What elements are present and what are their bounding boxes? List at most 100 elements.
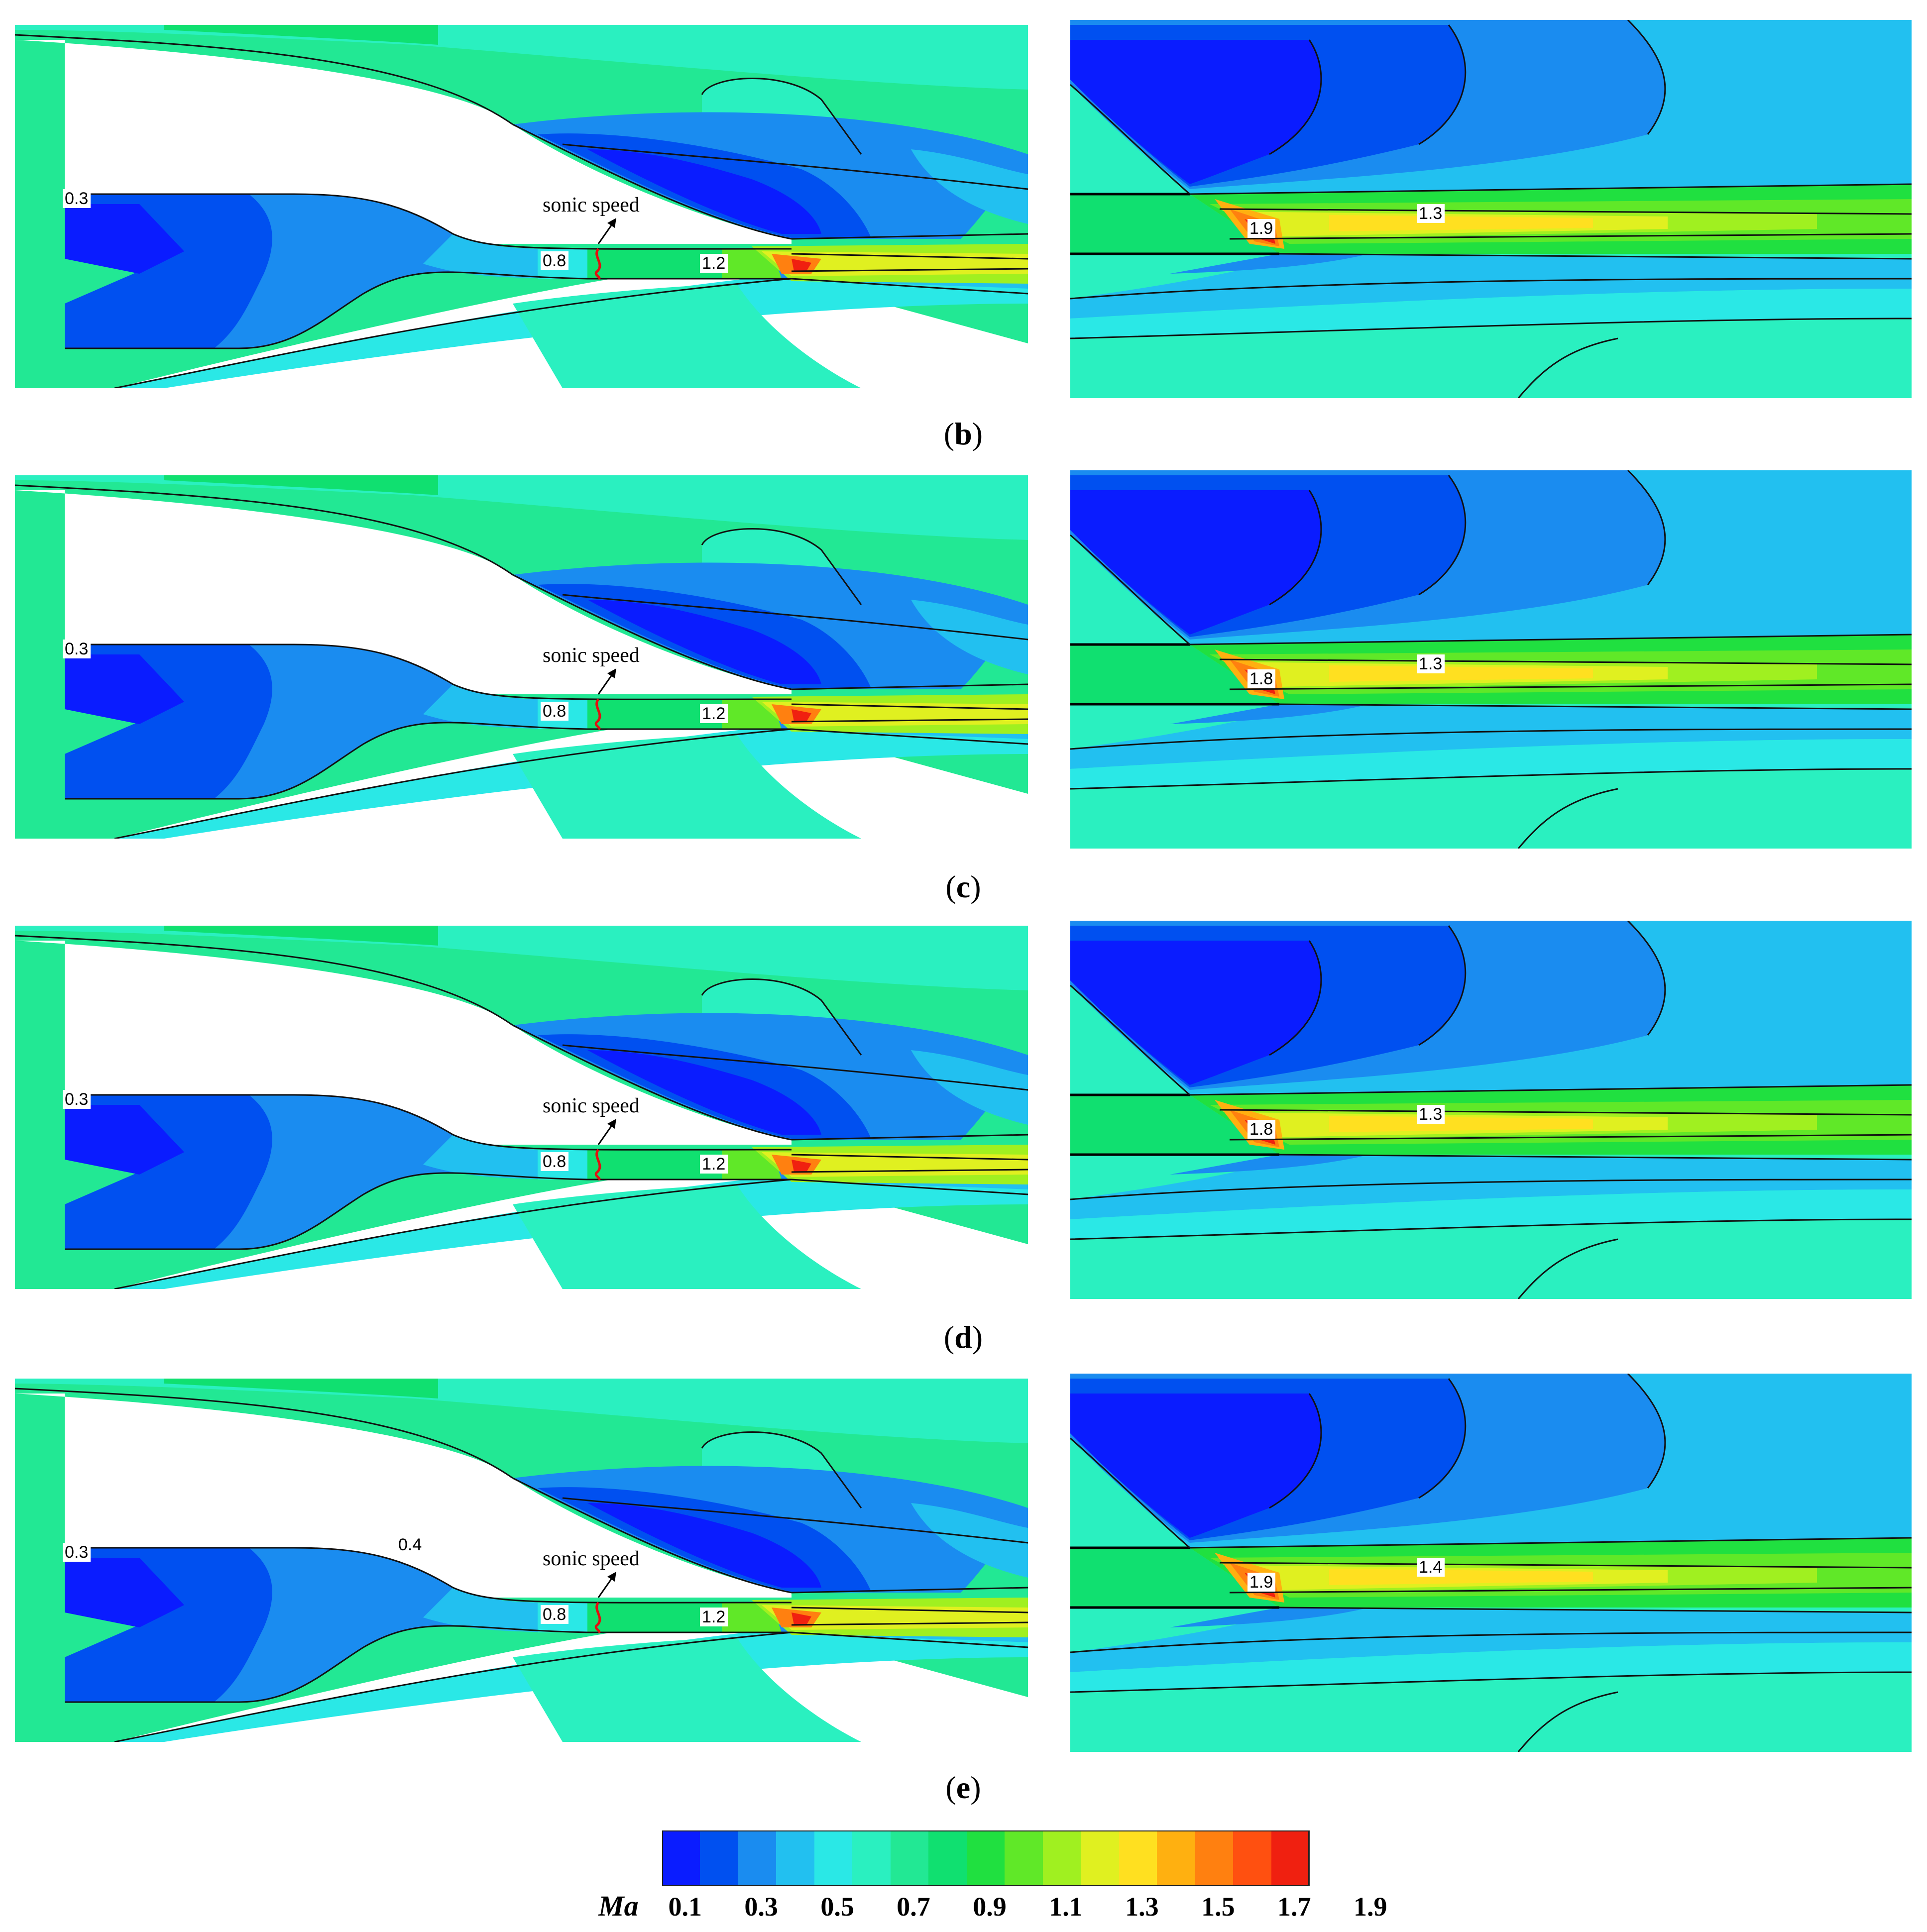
- sonic-speed-annotation: sonic speed: [543, 644, 640, 667]
- contour-line: [65, 1625, 792, 1703]
- contour-line: [1070, 1437, 1190, 1549]
- contour-line: [65, 271, 792, 349]
- subfigure-letter: d: [954, 1319, 972, 1355]
- jet-core-mach-label: 1.3: [1417, 204, 1445, 223]
- subfigure-letter: e: [956, 1770, 971, 1805]
- exit-mach-label: 1.2: [700, 1608, 728, 1626]
- contour-line: [1627, 1374, 1666, 1489]
- exit-mach-label: 1.2: [700, 704, 728, 723]
- colorbar-tick-label: 1.3: [1125, 1892, 1159, 1922]
- contour-line: [1229, 1134, 1912, 1141]
- contour-line: [65, 193, 792, 250]
- jet-core-mach-label: 1.3: [1417, 1105, 1445, 1124]
- contour-line: [1279, 1154, 1912, 1161]
- contour-line: [1517, 1691, 1618, 1752]
- peak-mach-label: 1.9: [1247, 219, 1275, 238]
- jet-core-mach-label: 1.4: [1417, 1558, 1445, 1577]
- contour-line: [1279, 703, 1912, 710]
- contour-line: [1070, 84, 1190, 195]
- colorbar-swatch: [890, 1830, 929, 1886]
- left-contour-panel-e: 0.3 0.8 1.2 0.4 sonic speed: [15, 1379, 1028, 1742]
- colorbar-title: Ma: [598, 1890, 639, 1922]
- exit-mach-label: 1.2: [700, 1155, 728, 1174]
- svg-text:1.8: 1.8: [1249, 669, 1273, 688]
- svg-text:0.8: 0.8: [543, 702, 566, 721]
- contour-line: [15, 484, 513, 576]
- svg-text:0.3: 0.3: [65, 640, 88, 658]
- contour-line: [1070, 1631, 1912, 1653]
- contour-line: [562, 594, 1028, 641]
- annotation-arrowhead: [607, 1119, 616, 1129]
- throat-mach-label: 0.8: [541, 251, 568, 270]
- contour-line: [1070, 318, 1912, 339]
- subfigure-caption-b: (b): [943, 416, 983, 451]
- contour-line: [1070, 1179, 1912, 1200]
- subfigure-caption-c: (c): [945, 869, 981, 904]
- contour-line: [791, 1134, 1028, 1141]
- svg-text:0.8: 0.8: [543, 1152, 566, 1171]
- contour-line: [1418, 925, 1467, 1046]
- colorbar-tick-label: 1.1: [1049, 1892, 1083, 1922]
- svg-text:1.4: 1.4: [1419, 1558, 1442, 1577]
- svg-text:1.8: 1.8: [1249, 1120, 1273, 1139]
- jet-core-mach-label: 1.3: [1417, 654, 1445, 673]
- colorbar-swatch: [700, 1830, 739, 1886]
- contour-line: [1269, 940, 1322, 1056]
- contour-line: [15, 34, 513, 125]
- colorbar-tick-label: 0.9: [973, 1892, 1007, 1922]
- contour-line: [65, 1094, 792, 1151]
- peak-mach-label: 1.8: [1247, 1120, 1275, 1139]
- contour-line: [1269, 490, 1322, 606]
- subfigure-letter: c: [956, 869, 971, 904]
- diffuser-mach-label: 0.4: [396, 1535, 424, 1554]
- contour-line: [114, 728, 792, 839]
- contour-line: [1279, 1607, 1912, 1613]
- svg-text:0.3: 0.3: [65, 1090, 88, 1109]
- contour-line: [791, 1621, 1028, 1626]
- contour-line: [791, 1607, 1028, 1613]
- contour-line: [1517, 1238, 1618, 1299]
- contour-line: [1070, 984, 1190, 1096]
- svg-text:0.3: 0.3: [65, 189, 88, 208]
- contour-line: [1517, 337, 1618, 398]
- svg-text:0.8: 0.8: [543, 1605, 566, 1624]
- contour-line: [1219, 1109, 1912, 1116]
- svg-text:0.4: 0.4: [398, 1535, 422, 1554]
- contour-line: [1070, 728, 1912, 750]
- contour-line: [1070, 1671, 1912, 1693]
- annotation-arrowhead: [607, 218, 616, 228]
- contour-line: [1189, 634, 1912, 645]
- contour-line: [1627, 470, 1666, 585]
- svg-text:1.3: 1.3: [1419, 204, 1442, 223]
- annotation-arrow: [597, 1577, 613, 1598]
- svg-text:1.2: 1.2: [702, 1155, 725, 1174]
- contour-line: [701, 528, 862, 605]
- contour-line: [1219, 658, 1912, 665]
- contour-line: [1418, 1378, 1467, 1499]
- annotation-arrow: [597, 1124, 613, 1145]
- svg-text:1.9: 1.9: [1249, 1573, 1273, 1592]
- sonic-line: [594, 1602, 601, 1634]
- contour-line: [1517, 788, 1618, 849]
- contour-line: [791, 1179, 1028, 1195]
- subfigure-caption-e: (e): [945, 1770, 981, 1805]
- annotation-arrow: [597, 223, 613, 244]
- contour-line: [65, 1172, 792, 1250]
- contour-line: [562, 143, 1028, 190]
- sonic-line: [594, 248, 601, 280]
- annotation-arrow: [597, 674, 613, 695]
- mach-colorbar: Ma 0.1 0.3 0.5 0.7 0.9 1.1 1.3 1.5 1.7 1.9: [598, 1830, 1387, 1930]
- contour-line: [791, 233, 1028, 240]
- contour-line: [1418, 24, 1467, 145]
- peak-mach-label: 1.9: [1247, 1573, 1275, 1592]
- contour-line: [791, 728, 1028, 745]
- contour-line: [1627, 20, 1666, 135]
- svg-text:1.2: 1.2: [702, 254, 725, 273]
- colorbar-tick-label: 0.1: [668, 1892, 702, 1922]
- colorbar-swatch: [1157, 1830, 1196, 1886]
- colorbar-swatch: [662, 1830, 701, 1886]
- left-contour-panel-c: 0.3 0.8 1.2 sonic speed: [15, 475, 1028, 839]
- svg-text:0.3: 0.3: [65, 1543, 88, 1562]
- inlet-mach-label: 0.3: [63, 1090, 91, 1109]
- colorbar-tick-label: 1.7: [1277, 1892, 1311, 1922]
